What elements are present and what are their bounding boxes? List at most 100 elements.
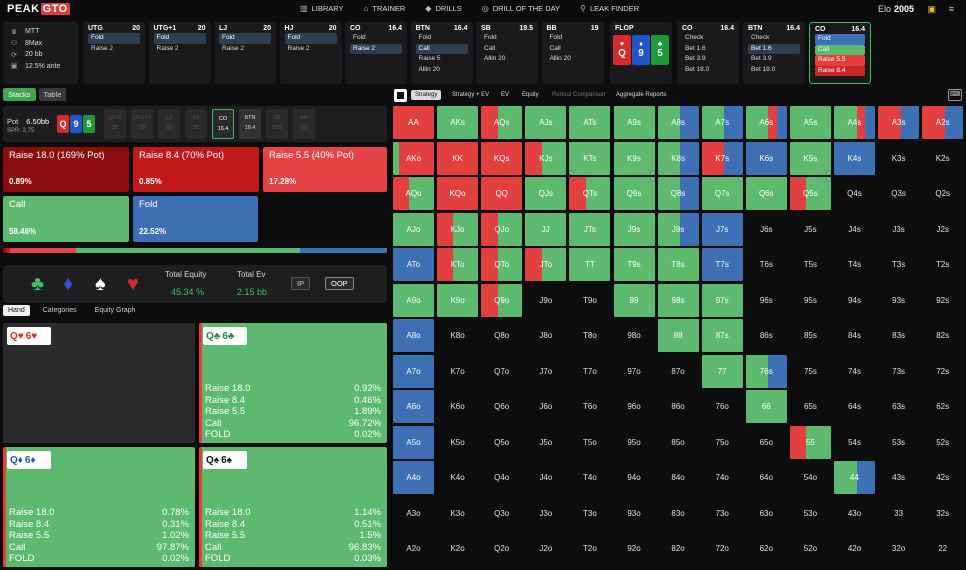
- hand-cell-j2o[interactable]: J2o: [525, 532, 567, 565]
- hand-cell-75o[interactable]: 75o: [701, 425, 743, 459]
- hand-cell-54o[interactable]: 54o: [789, 461, 831, 494]
- hand-cell-43o[interactable]: 43o: [834, 496, 875, 530]
- action-option[interactable]: Call: [815, 44, 865, 55]
- action-option[interactable]: Fold: [418, 34, 432, 41]
- hand-cell-q4o[interactable]: Q4o: [481, 461, 523, 494]
- seat-sb[interactable]: SB 19.5: [266, 109, 288, 139]
- hand-cell-j4o[interactable]: J4o: [525, 461, 567, 494]
- hand-cell-aqs[interactable]: AQs: [481, 106, 523, 139]
- hand-cell-q9o[interactable]: Q9o: [481, 283, 523, 317]
- hand-cell-76o[interactable]: 76o: [701, 390, 743, 423]
- hand-cell-66[interactable]: 66: [745, 390, 787, 423]
- seat-btn[interactable]: BTN 16.4: [239, 109, 261, 139]
- hand-cell-k2s[interactable]: K2s: [922, 141, 964, 175]
- hand-cell-93s[interactable]: 93s: [878, 283, 920, 317]
- hand-cell-95s[interactable]: 95s: [789, 283, 831, 317]
- hand-cell-t9s[interactable]: T9s: [613, 248, 655, 281]
- seat-utg+1[interactable]: UTG+1 20: [131, 109, 153, 139]
- action-option[interactable]: Fold: [815, 34, 865, 45]
- hand-cell-a2s[interactable]: A2s: [922, 106, 964, 139]
- hand-cell-72o[interactable]: 72o: [701, 532, 743, 565]
- position-card-utg+1[interactable]: UTG+1 20 Fold Raise 2: [148, 22, 211, 84]
- hand-cell-55[interactable]: 55: [789, 425, 831, 459]
- hand-cell-t7s[interactable]: T7s: [701, 248, 743, 281]
- action-option[interactable]: Allin 20: [549, 55, 571, 62]
- hand-cell-96o[interactable]: 96o: [613, 390, 655, 423]
- hand-cell-a8o[interactable]: A8o: [393, 319, 434, 352]
- hand-combo-1[interactable]: Q♣ 6♣ Raise 18.0 0.92% Raise 8.4 0.46% Raise 5…: [199, 323, 387, 443]
- action-option[interactable]: Raise 2: [350, 43, 402, 54]
- position-card-btn[interactable]: BTN 16.4 Fold Call Raise 5 Allin 20: [410, 22, 473, 84]
- hand-cell-a4s[interactable]: A4s: [834, 106, 875, 139]
- action-option[interactable]: Bet 1.6: [748, 43, 800, 54]
- seat-hj[interactable]: HJ 20: [185, 109, 207, 139]
- hand-cell-42s[interactable]: 42s: [922, 461, 964, 494]
- hand-cell-j5s[interactable]: J5s: [789, 212, 831, 246]
- hand-cell-t9o[interactable]: T9o: [569, 283, 611, 317]
- hand-cell-75s[interactable]: 75s: [789, 354, 831, 388]
- action-option[interactable]: Fold: [88, 33, 140, 44]
- hand-cell-q6s[interactable]: Q6s: [745, 177, 787, 210]
- hand-cell-64s[interactable]: 64s: [834, 390, 875, 423]
- action-option[interactable]: Allin 20: [484, 55, 506, 62]
- hand-cell-a3s[interactable]: A3s: [878, 106, 920, 139]
- hand-cell-q8o[interactable]: Q8o: [481, 319, 523, 352]
- hand-cell-jts[interactable]: JTs: [569, 212, 611, 246]
- hand-cell-82s[interactable]: 82s: [922, 319, 964, 352]
- menu-icon[interactable]: ≡: [948, 4, 954, 14]
- hand-cell-k3s[interactable]: K3s: [878, 141, 920, 175]
- hand-cell-83s[interactable]: 83s: [878, 319, 920, 352]
- hand-cell-84s[interactable]: 84s: [834, 319, 875, 352]
- action-option[interactable]: Fold: [549, 34, 563, 41]
- trophy-icon[interactable]: ▣: [927, 4, 936, 14]
- hand-cell-q4s[interactable]: Q4s: [834, 177, 875, 210]
- tab-stacks[interactable]: Stacks: [3, 88, 36, 101]
- hand-cell-53s[interactable]: 53s: [878, 425, 920, 459]
- hand-cell-44[interactable]: 44: [834, 461, 875, 494]
- hand-cell-54s[interactable]: 54s: [834, 425, 875, 459]
- hand-cell-43s[interactable]: 43s: [878, 461, 920, 494]
- hand-cell-42o[interactable]: 42o: [834, 532, 875, 565]
- hand-cell-aqo[interactable]: AQo: [393, 177, 434, 210]
- hand-cell-q3o[interactable]: Q3o: [481, 496, 523, 530]
- nav-item-drill-of-the-day[interactable]: ◎ DRILL OF THE DAY: [482, 4, 560, 13]
- hand-cell-k6s[interactable]: K6s: [745, 141, 787, 175]
- action-option[interactable]: Check: [751, 34, 770, 41]
- hand-cell-ako[interactable]: AKo: [393, 141, 434, 175]
- hand-cell-jj[interactable]: JJ: [525, 212, 567, 246]
- view-tab-runout-comparison[interactable]: Runout Comparison: [552, 92, 606, 98]
- hand-cell-j6s[interactable]: J6s: [745, 212, 787, 246]
- action-option[interactable]: Check: [685, 34, 704, 41]
- view-tab-aggregate-reports[interactable]: Aggregate Reports: [616, 92, 667, 98]
- hand-cell-k4o[interactable]: K4o: [437, 461, 479, 494]
- hand-cell-kts[interactable]: KTs: [569, 141, 611, 175]
- action-option[interactable]: Fold: [353, 34, 366, 41]
- action-option[interactable]: Bet 18.0: [751, 65, 776, 73]
- hand-cell-84o[interactable]: 84o: [657, 461, 699, 494]
- hand-cell-63o[interactable]: 63o: [745, 496, 787, 530]
- hand-cell-t4o[interactable]: T4o: [569, 461, 611, 494]
- hand-cell-a5o[interactable]: A5o: [393, 425, 434, 459]
- hand-cell-jto[interactable]: JTo: [525, 248, 567, 281]
- hand-cell-j9o[interactable]: J9o: [525, 283, 567, 317]
- position-card-lj[interactable]: LJ 20 Fold Raise 2: [214, 22, 276, 84]
- action-option[interactable]: Bet 1.6: [685, 44, 706, 52]
- action-call-3[interactable]: Call 58.46%: [3, 196, 129, 242]
- action-option[interactable]: Fold: [284, 33, 337, 44]
- hand-cell-q8s[interactable]: Q8s: [657, 177, 699, 210]
- hand-cell-j3s[interactable]: J3s: [878, 212, 920, 246]
- hand-cell-q5o[interactable]: Q5o: [481, 425, 523, 459]
- club-icon[interactable]: ♣: [31, 273, 45, 295]
- tab-table[interactable]: Table: [38, 88, 67, 101]
- action-option[interactable]: Fold: [219, 33, 271, 44]
- hand-cell-a6o[interactable]: A6o: [393, 390, 434, 423]
- hand-cell-94s[interactable]: 94s: [834, 283, 875, 317]
- hand-cell-t3o[interactable]: T3o: [569, 496, 611, 530]
- hand-cell-q9s[interactable]: Q9s: [613, 177, 655, 210]
- hand-cell-ajs[interactable]: AJs: [525, 106, 567, 139]
- nav-item-drills[interactable]: ◆ DRILLS: [425, 4, 461, 13]
- hand-cell-k9o[interactable]: K9o: [437, 283, 479, 317]
- hand-cell-98s[interactable]: 98s: [657, 283, 699, 317]
- seat-lj[interactable]: LJ 20: [158, 109, 180, 139]
- action-option[interactable]: Call: [415, 43, 468, 54]
